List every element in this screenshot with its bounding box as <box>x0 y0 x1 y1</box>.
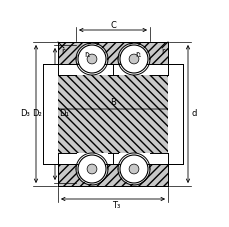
Text: r₁: r₁ <box>134 50 141 59</box>
Circle shape <box>128 54 138 64</box>
Circle shape <box>77 44 106 74</box>
Text: D₂: D₂ <box>32 109 42 118</box>
Bar <box>43 64 182 164</box>
Circle shape <box>87 54 96 64</box>
Text: r: r <box>161 47 164 56</box>
Text: D₁: D₁ <box>59 109 68 118</box>
Circle shape <box>128 164 138 174</box>
Text: r: r <box>61 47 64 56</box>
Text: C: C <box>110 20 115 30</box>
Circle shape <box>87 164 96 174</box>
Circle shape <box>78 45 106 73</box>
Bar <box>58 64 167 75</box>
Text: T₃: T₃ <box>111 200 120 210</box>
Circle shape <box>118 154 148 184</box>
Circle shape <box>118 44 148 74</box>
Text: d: d <box>191 109 196 118</box>
Text: B: B <box>110 99 115 108</box>
Circle shape <box>78 155 106 183</box>
Text: r₁: r₁ <box>84 50 91 59</box>
Bar <box>43 64 58 164</box>
Circle shape <box>120 45 147 73</box>
Bar <box>58 42 167 75</box>
Text: D₃: D₃ <box>20 109 30 118</box>
Circle shape <box>77 154 106 184</box>
Circle shape <box>120 155 147 183</box>
Bar <box>167 64 182 164</box>
Bar <box>58 153 167 164</box>
Bar <box>58 153 167 186</box>
